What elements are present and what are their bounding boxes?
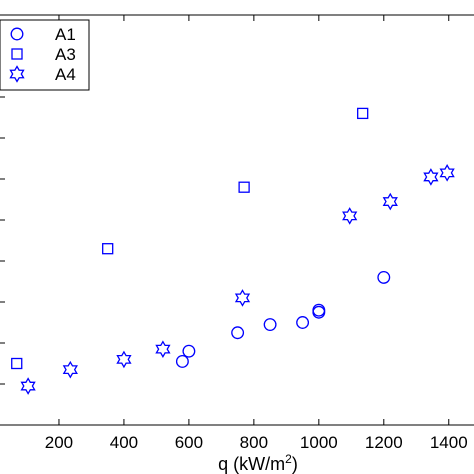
point-a4	[234, 289, 251, 307]
legend-label-a4: A4	[55, 65, 76, 84]
x-axis-label: q (kW/m2)	[218, 452, 298, 474]
point-a3	[357, 107, 369, 120]
x-tick-labels: 0200400600800100012001400	[45, 433, 468, 452]
x-tick-label: 600	[175, 433, 203, 452]
point-a4	[20, 377, 36, 395]
legend-label-a3: A3	[55, 45, 76, 64]
point-a3	[238, 181, 250, 193]
data-points	[11, 107, 455, 395]
x-tick-label: 400	[110, 433, 138, 452]
point-a1	[312, 303, 326, 317]
point-a4	[342, 207, 358, 225]
x-tick-label: 1200	[365, 433, 403, 452]
point-a4	[382, 192, 398, 211]
point-a1	[296, 316, 310, 329]
axes	[0, 14, 474, 426]
series-a3	[11, 107, 369, 370]
legend-marker-a4	[9, 65, 25, 83]
point-a1	[263, 318, 277, 332]
legend-marker-a3	[11, 48, 23, 60]
point-a4	[439, 164, 455, 182]
legend-label-a1: A1	[55, 25, 76, 44]
series-a4	[20, 164, 455, 395]
x-tick-label: 800	[240, 433, 268, 452]
point-a1	[231, 326, 245, 340]
x-tick-label: 200	[45, 433, 73, 452]
point-a4	[423, 168, 439, 186]
point-a4	[116, 350, 132, 369]
point-a1	[377, 270, 391, 284]
x-tick-label: 1000	[300, 433, 338, 452]
legend-marker-a1	[10, 27, 24, 41]
point-a1	[182, 344, 196, 358]
point-a4	[62, 360, 78, 379]
point-a3	[102, 243, 114, 255]
point-a3	[11, 357, 23, 370]
x-tick-label: 1400	[430, 433, 468, 452]
series-a1	[175, 270, 391, 368]
point-a4	[155, 340, 171, 358]
point-a1	[175, 355, 189, 368]
